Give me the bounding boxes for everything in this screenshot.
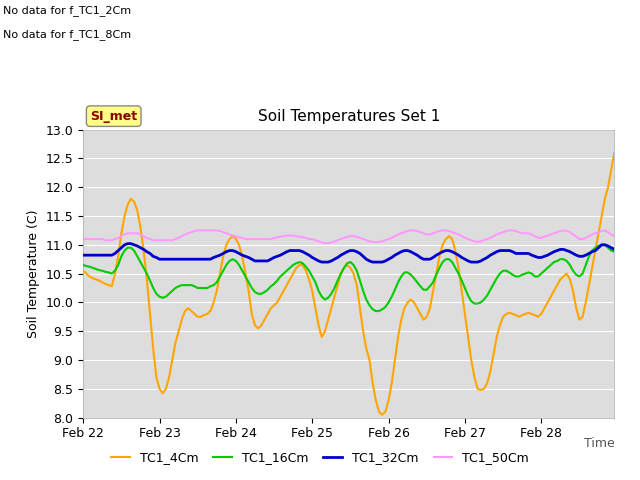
Legend: TC1_4Cm, TC1_16Cm, TC1_32Cm, TC1_50Cm: TC1_4Cm, TC1_16Cm, TC1_32Cm, TC1_50Cm bbox=[106, 446, 534, 469]
Text: SI_met: SI_met bbox=[90, 109, 137, 123]
Title: Soil Temperatures Set 1: Soil Temperatures Set 1 bbox=[258, 109, 440, 124]
Y-axis label: Soil Temperature (C): Soil Temperature (C) bbox=[27, 209, 40, 338]
Text: Time: Time bbox=[584, 437, 614, 450]
Text: No data for f_TC1_2Cm: No data for f_TC1_2Cm bbox=[3, 5, 131, 16]
Text: No data for f_TC1_8Cm: No data for f_TC1_8Cm bbox=[3, 29, 131, 40]
